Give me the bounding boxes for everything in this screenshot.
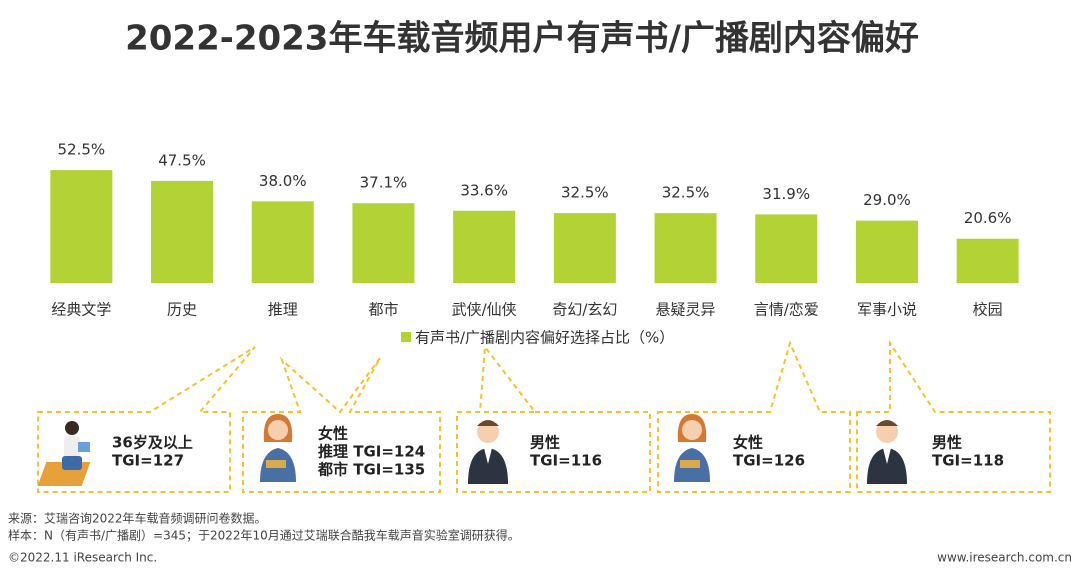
bar <box>352 203 415 283</box>
value-label: 29.0% <box>863 191 911 209</box>
bar <box>453 210 516 283</box>
website: www.iresearch.com.cn <box>937 551 1072 565</box>
woman-icon <box>674 414 710 482</box>
annotation-text: 推理 TGI=124 <box>318 443 425 461</box>
bar <box>251 201 314 283</box>
annotation-text: 男性 <box>932 434 962 452</box>
callout-box <box>657 340 851 493</box>
icons <box>37 414 907 486</box>
bar <box>151 180 214 283</box>
callout-box <box>456 344 651 493</box>
annotation-text: 男性 <box>530 434 560 452</box>
woman-icon <box>260 414 296 482</box>
x-tick-label: 校园 <box>973 301 1003 319</box>
annotation-text: TGI=116 <box>530 452 602 470</box>
annotation-text: TGI=127 <box>112 452 184 470</box>
bar <box>956 238 1019 283</box>
annotation-text: 都市 TGI=135 <box>317 461 425 479</box>
x-tick-label: 军事小说 <box>857 301 917 319</box>
callout-box <box>856 339 1051 493</box>
annotation-text: 女性 <box>318 425 348 443</box>
x-tick-label: 推理 <box>268 301 298 319</box>
callouts <box>37 339 1051 493</box>
value-label: 32.5% <box>662 184 710 202</box>
copyright: ©2022.11 iResearch Inc. <box>8 551 157 565</box>
value-label: 31.9% <box>762 185 810 203</box>
value-label: 38.0% <box>259 172 307 190</box>
bar <box>855 220 918 283</box>
reader-icon <box>37 421 91 486</box>
source-note: 来源：艾瑞咨询2022年车载音频调研问卷数据。 <box>8 511 267 526</box>
x-tick-label: 武侠/仙侠 <box>452 301 517 319</box>
man-icon <box>468 420 508 484</box>
legend-swatch <box>401 332 411 342</box>
man-icon <box>867 420 907 484</box>
x-tick-label: 言情/恋爱 <box>754 301 819 319</box>
x-tick-label: 悬疑灵异 <box>656 301 716 319</box>
callout-box <box>37 346 256 493</box>
annotation-text: TGI=126 <box>733 452 805 470</box>
value-label: 52.5% <box>58 141 106 159</box>
chart-title: 2022-2023年车载音频用户有声书/广播剧内容偏好 <box>125 19 919 59</box>
sample-note: 样本：N（有声书/广播剧）=345；于2022年10月通过艾瑞联合酷我车载声音实… <box>8 528 520 543</box>
annotation-text: 女性 <box>733 434 763 452</box>
x-tick-label: 奇幻/玄幻 <box>552 301 617 319</box>
bar <box>553 213 616 283</box>
value-label: 20.6% <box>964 209 1012 227</box>
legend-label: 有声书/广播剧内容偏好选择占比（%） <box>415 329 674 347</box>
bar <box>755 214 818 283</box>
bar <box>654 213 717 283</box>
x-tick-label: 经典文学 <box>51 301 111 319</box>
value-label: 33.6% <box>460 181 508 199</box>
annotation-text: TGI=118 <box>932 452 1004 470</box>
value-label: 37.1% <box>360 174 408 192</box>
value-label: 47.5% <box>158 151 206 169</box>
annotation-text: 36岁及以上 <box>112 434 193 452</box>
x-tick-label: 历史 <box>167 301 197 319</box>
value-label: 32.5% <box>561 184 609 202</box>
callout-box <box>242 356 441 493</box>
x-tick-label: 都市 <box>368 301 398 319</box>
bar <box>50 170 113 283</box>
